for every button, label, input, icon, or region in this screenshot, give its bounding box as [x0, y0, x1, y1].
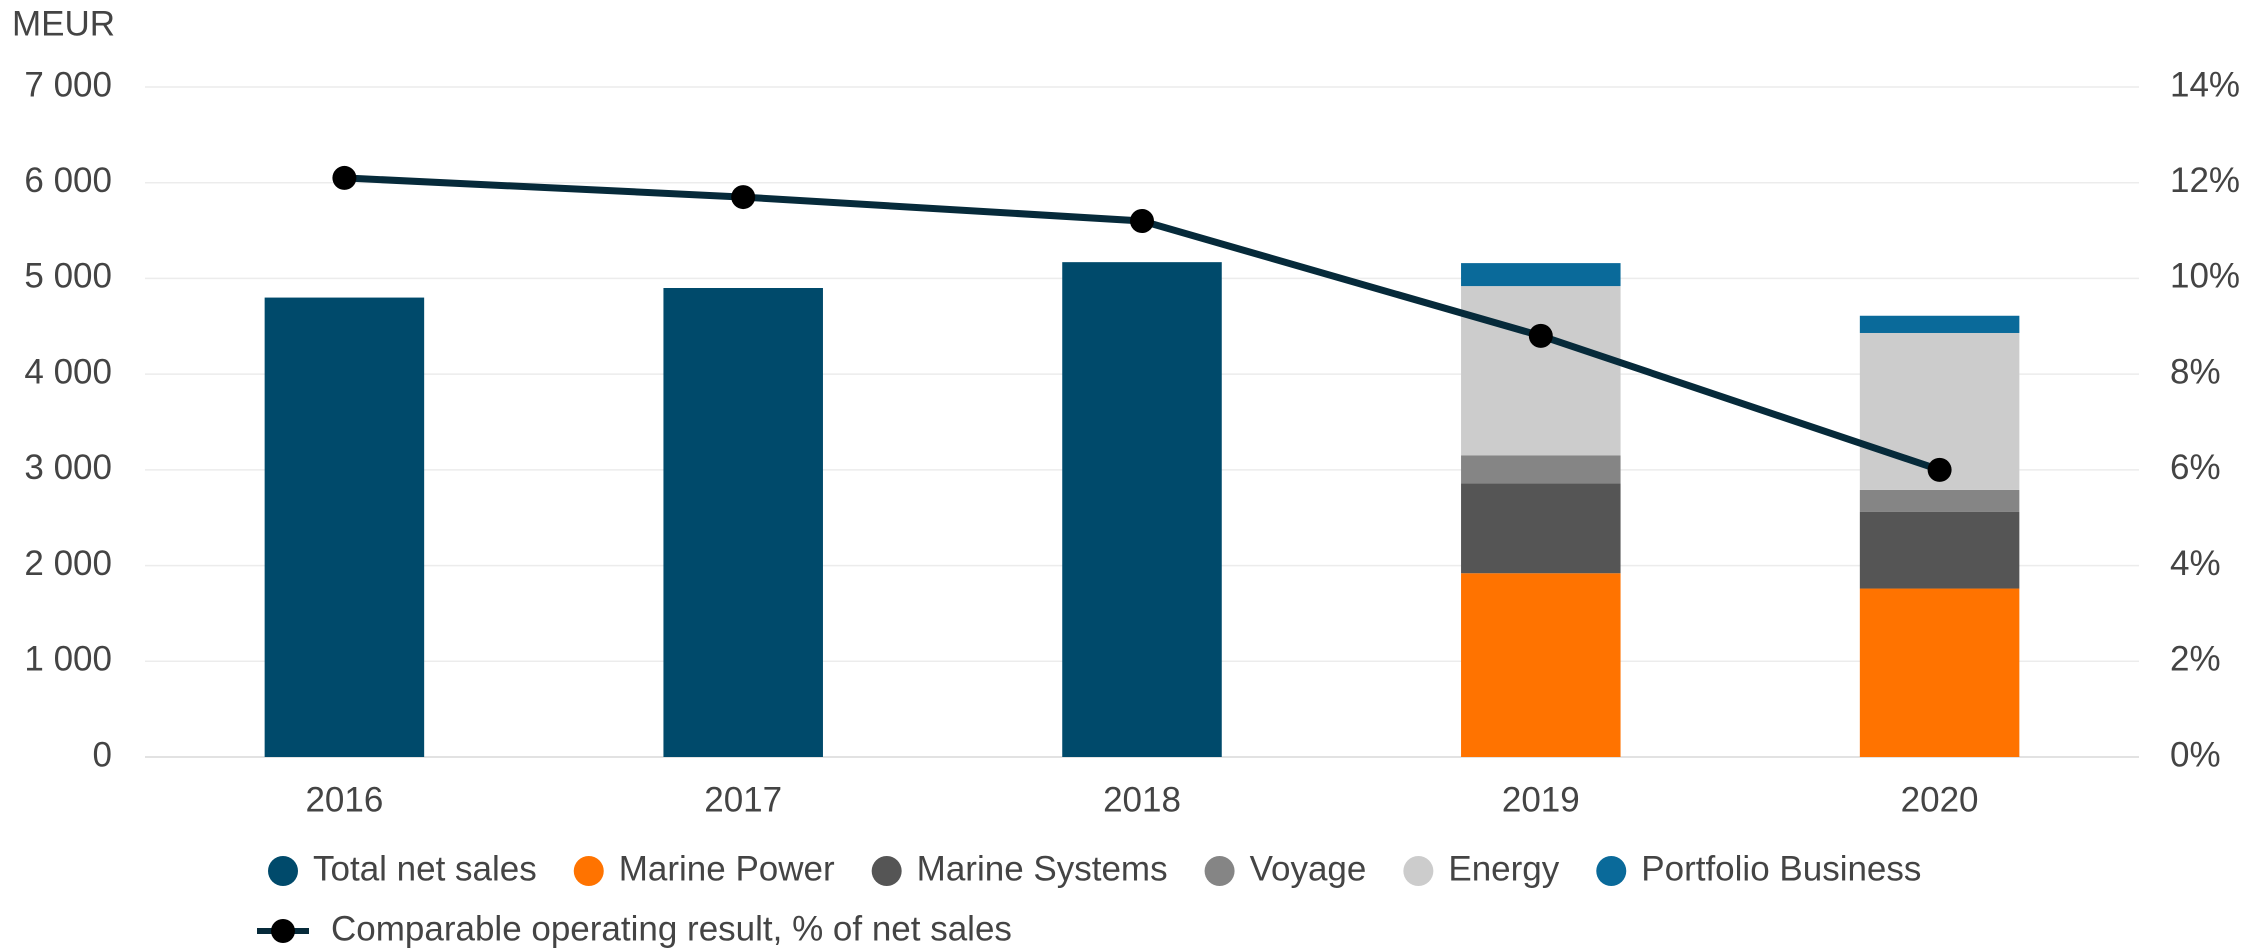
legend-label: Marine Power — [619, 849, 835, 888]
bar — [1859, 489, 2020, 512]
legend-swatch — [871, 856, 902, 886]
bar — [1461, 286, 1621, 456]
bar — [1461, 483, 1621, 574]
x-tick-label: 2018 — [1103, 780, 1181, 819]
y2-tick-label: 4% — [2170, 544, 2221, 583]
line-point — [1528, 323, 1553, 348]
line-point — [332, 165, 357, 190]
y2-tick-label: 2% — [2170, 640, 2221, 679]
bar — [1461, 263, 1621, 287]
x-tick-label: 2017 — [704, 780, 782, 819]
legend-label: Voyage — [1250, 849, 1367, 888]
bar — [1062, 262, 1222, 757]
line-point — [731, 185, 756, 210]
y2-tick-label: 8% — [2170, 352, 2221, 391]
y-tick-label: 2 000 — [24, 544, 112, 583]
bar — [1859, 511, 2020, 589]
legend-swatch — [573, 856, 604, 886]
y-tick-label: 7 000 — [24, 65, 112, 104]
legend-label: Marine Systems — [917, 849, 1168, 888]
bar — [1461, 455, 1621, 484]
legend-label: Comparable operating result, % of net sa… — [331, 909, 1012, 948]
y2-tick-label: 10% — [2170, 257, 2240, 296]
legend-swatch — [271, 919, 295, 943]
legend-swatch — [1204, 856, 1235, 886]
line-point — [1927, 457, 1952, 482]
legend-swatch — [1596, 856, 1627, 886]
x-tick-label: 2019 — [1502, 780, 1580, 819]
bar — [663, 288, 823, 757]
y-tick-label: 0 — [93, 735, 112, 774]
bar — [1859, 588, 2020, 757]
y-tick-label: 3 000 — [24, 448, 112, 487]
y2-tick-label: 14% — [2170, 65, 2240, 104]
y-tick-label: 5 000 — [24, 257, 112, 296]
legend-label: Total net sales — [313, 849, 537, 888]
bar — [264, 297, 425, 757]
y-tick-label: 4 000 — [24, 352, 112, 391]
y2-tick-label: 12% — [2170, 161, 2240, 200]
y-tick-label: 6 000 — [24, 161, 112, 200]
x-tick-label: 2020 — [1901, 780, 1979, 819]
x-tick-label: 2016 — [305, 780, 383, 819]
y-axis-label: MEUR — [12, 4, 115, 43]
line-point — [1130, 209, 1154, 233]
legend-label: Energy — [1448, 849, 1559, 888]
legend-label: Portfolio Business — [1641, 849, 1921, 888]
y2-tick-label: 6% — [2170, 448, 2221, 487]
y2-tick-label: 0% — [2170, 735, 2221, 774]
legend-swatch — [1403, 856, 1434, 886]
bar — [1859, 315, 2020, 333]
y-tick-label: 1 000 — [24, 640, 112, 679]
bar — [1461, 573, 1621, 757]
legend-swatch — [268, 856, 298, 886]
